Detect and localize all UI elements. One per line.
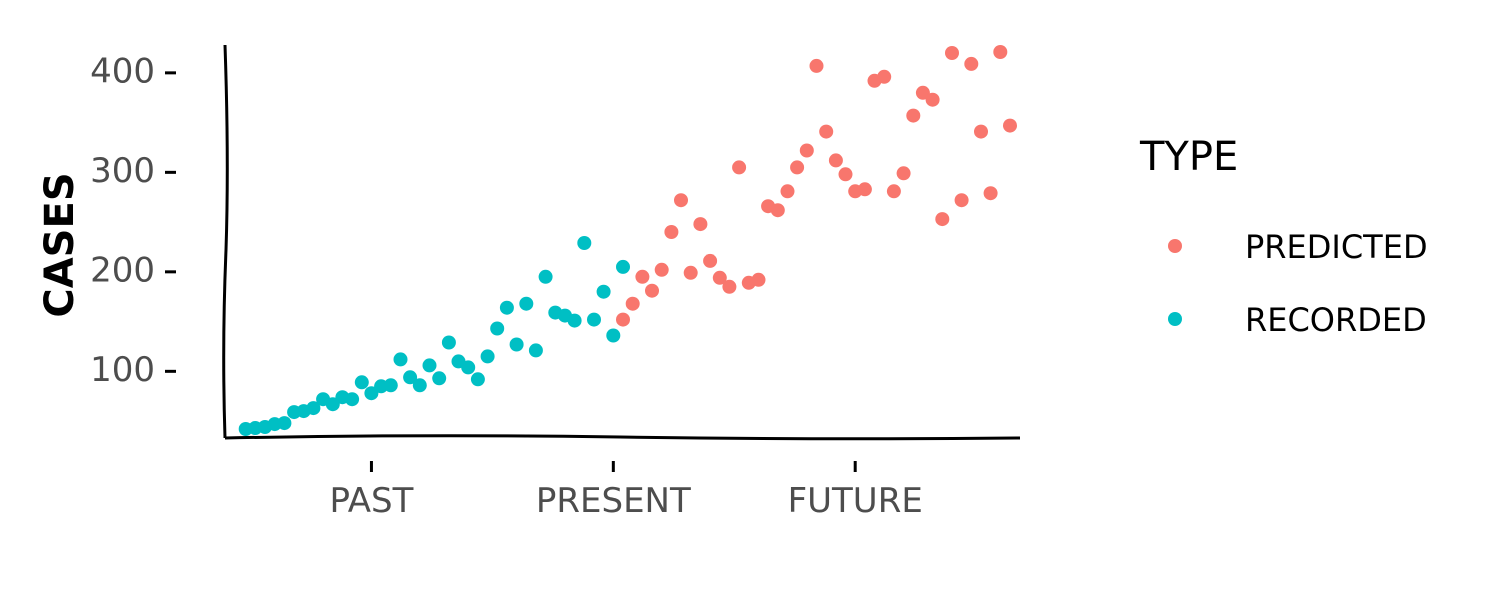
data-point-recorded: [422, 358, 437, 373]
data-point-recorded: [499, 300, 514, 315]
data-point-recorded: [596, 284, 611, 299]
legend-marker-recorded: [1168, 312, 1182, 326]
y-tick-label: 300: [90, 151, 155, 191]
data-point-predicted: [819, 124, 834, 139]
data-point-recorded: [480, 349, 495, 364]
data-point-predicted: [925, 92, 940, 107]
x-tick-label: FUTURE: [788, 481, 923, 521]
data-point-predicted: [790, 160, 805, 175]
data-point-recorded: [383, 378, 398, 393]
data-point-predicted: [964, 56, 979, 71]
data-point-predicted: [974, 124, 988, 139]
data-point-predicted: [1003, 118, 1017, 133]
data-point-predicted: [983, 186, 998, 201]
data-point-predicted: [877, 69, 892, 84]
data-point-predicted: [799, 143, 814, 158]
data-point-recorded: [393, 352, 408, 367]
legend-marker-predicted: [1168, 239, 1182, 253]
data-point-predicted: [683, 265, 698, 280]
y-tick-label: 400: [90, 51, 155, 91]
data-point-recorded: [412, 378, 427, 393]
data-point-recorded: [277, 416, 292, 431]
data-point-predicted: [635, 269, 650, 284]
legend-label-predicted: PREDICTED: [1245, 228, 1428, 266]
x-tick-label: PRESENT: [536, 481, 691, 521]
data-point-predicted: [616, 312, 630, 327]
data-point-recorded: [461, 360, 476, 375]
data-point-predicted: [625, 296, 640, 311]
data-point-predicted: [838, 167, 853, 182]
data-point-predicted: [674, 193, 688, 208]
data-point-predicted: [809, 58, 824, 73]
data-point-recorded: [345, 392, 360, 407]
y-axis-line: [222, 44, 229, 439]
x-tick-label: PAST: [329, 481, 413, 521]
data-point-recorded: [441, 335, 456, 350]
legend: TYPE PREDICTED RECORDED: [1139, 134, 1428, 339]
data-point-predicted: [654, 262, 669, 277]
data-point-recorded: [538, 269, 553, 284]
data-point-recorded: [509, 337, 524, 352]
data-point-recorded: [364, 386, 379, 401]
data-point-predicted: [732, 160, 747, 175]
data-point-recorded: [470, 372, 485, 387]
data-point-recorded: [325, 397, 340, 412]
data-point-recorded: [432, 371, 447, 386]
data-point-predicted: [645, 283, 659, 298]
data-point-predicted: [693, 217, 708, 232]
data-point-recorded: [577, 236, 592, 250]
data-point-recorded: [354, 375, 369, 390]
data-point-recorded: [528, 343, 543, 358]
data-point-recorded: [616, 259, 630, 274]
y-tick-label: 100: [90, 350, 155, 390]
y-axis-title: CASES: [37, 172, 83, 317]
data-point-predicted: [896, 166, 911, 181]
data-point-predicted: [886, 184, 901, 199]
data-points: [238, 45, 1017, 436]
data-point-predicted: [780, 184, 795, 199]
data-point-predicted: [828, 153, 843, 168]
data-point-recorded: [606, 328, 621, 343]
data-point-predicted: [935, 212, 950, 227]
data-point-predicted: [945, 46, 959, 60]
data-point-predicted: [993, 45, 1008, 59]
data-point-predicted: [857, 182, 872, 197]
x-axis-ticks: PAST PRESENT FUTURE: [329, 461, 923, 521]
data-point-predicted: [722, 279, 737, 294]
data-point-predicted: [712, 270, 727, 285]
legend-label-recorded: RECORDED: [1245, 301, 1427, 339]
data-point-predicted: [703, 253, 718, 268]
data-point-recorded: [567, 313, 582, 328]
x-axis-line: [224, 434, 1021, 441]
data-point-predicted: [915, 85, 930, 100]
legend-title: TYPE: [1139, 134, 1238, 180]
data-point-predicted: [770, 203, 785, 218]
data-point-recorded: [587, 312, 601, 327]
data-point-recorded: [306, 401, 321, 416]
y-tick-label: 200: [90, 250, 155, 290]
data-point-predicted: [954, 193, 969, 208]
data-point-recorded: [403, 370, 418, 385]
data-point-predicted: [751, 272, 766, 287]
data-point-recorded: [519, 296, 534, 311]
data-point-recorded: [490, 321, 505, 336]
data-point-predicted: [664, 225, 679, 239]
y-axis-ticks: 100 200 300 400: [90, 51, 176, 390]
data-point-predicted: [906, 108, 921, 123]
